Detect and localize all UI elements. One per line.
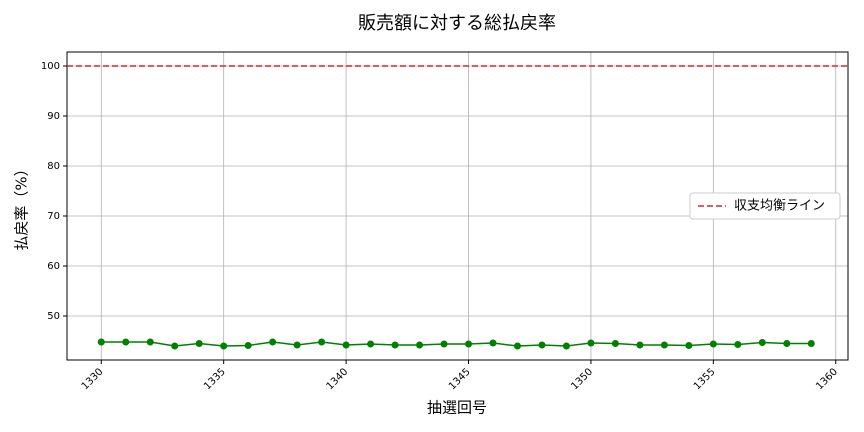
data-point — [440, 340, 448, 348]
data-point — [146, 338, 154, 346]
x-tick-label: 1345 — [447, 366, 473, 392]
legend-label: 収支均衡ライン — [734, 199, 825, 214]
legend-box — [689, 192, 841, 220]
data-point — [195, 340, 203, 347]
data-point — [489, 339, 497, 347]
x-tick-label: 1340 — [325, 366, 351, 392]
x-tick-label: 1335 — [202, 366, 228, 392]
data-point — [709, 340, 717, 348]
data-point — [220, 342, 228, 350]
x-tick-label: 1355 — [692, 366, 718, 392]
y-tick-label: 80 — [47, 161, 60, 172]
data-point — [318, 338, 326, 346]
data-point — [122, 338, 130, 346]
data-line — [101, 341, 812, 347]
data-point — [734, 341, 742, 348]
x-tick-label: 1330 — [80, 366, 106, 392]
data-point — [391, 341, 399, 349]
data-point — [538, 341, 546, 349]
data-point — [367, 340, 375, 348]
y-tick-label: 60 — [47, 261, 60, 272]
data-point — [244, 342, 252, 349]
data-point — [587, 339, 595, 347]
data-point — [636, 341, 644, 349]
y-tick-label: 70 — [47, 211, 60, 222]
y-tick-label: 90 — [47, 111, 60, 122]
data-point — [660, 341, 668, 349]
data-point — [465, 340, 473, 348]
x-tick-label: 1360 — [814, 366, 840, 392]
y-tick-label: 100 — [41, 61, 60, 72]
data-point — [611, 340, 619, 347]
x-axis-label: 抽選回号 — [427, 399, 487, 417]
data-point — [685, 342, 693, 349]
data-point — [416, 341, 424, 349]
y-tick-label: 50 — [47, 311, 60, 322]
data-point — [513, 342, 521, 350]
data-point — [171, 342, 179, 350]
plot-frame — [66, 51, 849, 361]
data-point — [97, 338, 105, 346]
chart-title: 販売額に対する総払戻率 — [358, 13, 556, 34]
data-point — [758, 339, 766, 346]
data-point — [269, 338, 277, 346]
data-point — [783, 340, 791, 347]
x-tick-label: 1350 — [569, 366, 595, 392]
data-point — [807, 340, 815, 347]
data-point — [342, 341, 350, 349]
data-point — [293, 341, 301, 349]
y-axis-label: 払戻率（%） — [13, 161, 31, 250]
data-point — [562, 342, 570, 350]
